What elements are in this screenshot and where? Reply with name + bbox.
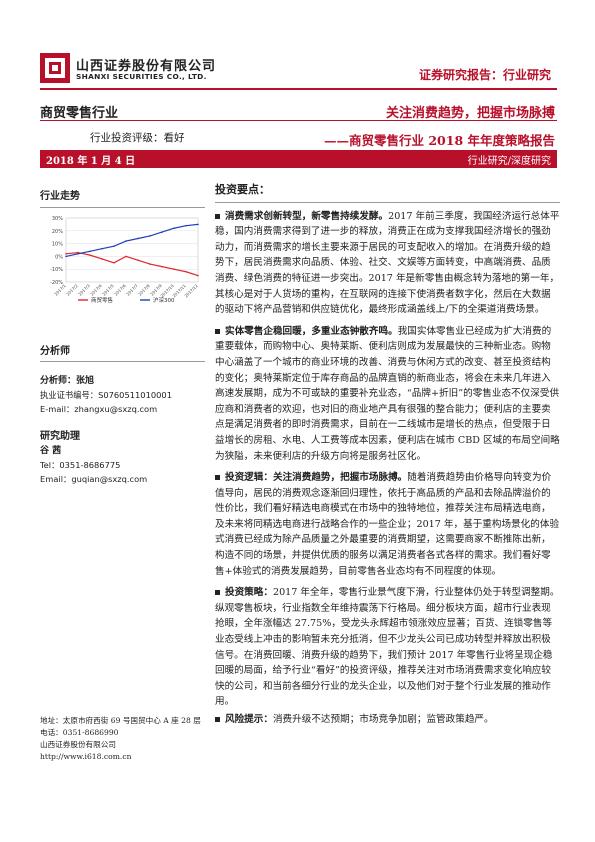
bullet-icon	[215, 213, 220, 219]
assistant-name: 谷 茜	[40, 446, 62, 456]
key-point-lead: 投资策略：	[225, 587, 273, 599]
y-tick-label: -10%	[50, 267, 63, 273]
industry-name: 商贸零售行业	[40, 106, 119, 121]
key-point-text: 2017 年全年，零售行业景气度下滑，行业整体仍处于转型调整期。纵观零售板块，行…	[215, 587, 560, 708]
key-point-2: 实体零售企稳回暖，多重业态钟散齐鸣。我国实体零售业已经成为扩大消费的重要载体，而…	[215, 324, 560, 464]
series-point	[125, 255, 127, 258]
header-rule	[40, 88, 557, 90]
report-date: 2018 年 1 月 4 日	[46, 156, 136, 167]
assistant-email[interactable]: Email：guqian@sxzq.com	[40, 474, 148, 484]
series-point	[185, 270, 187, 273]
series-point	[161, 265, 163, 268]
key-point-lead: 实体零售企稳回暖，多重业态钟散齐鸣。	[225, 325, 398, 337]
bullet-icon	[215, 717, 220, 722]
page-subtitle: ——商贸零售行业 2018 年年度策略报告	[324, 133, 555, 148]
bullet-icon	[215, 590, 220, 596]
key-point-lead: 风险提示：	[225, 714, 273, 725]
series-point	[149, 235, 151, 237]
address: 地址：太原市府西街 69 号国贸中心 A 座 28 层	[40, 716, 201, 725]
key-points-list: 消费需求创新转型，新零售持续发酵。2017 年前三季度，我国经济运行总体平稳，国…	[215, 209, 560, 728]
x-tick-label: 2017/7	[125, 283, 139, 297]
x-tick-label: 2017/8	[137, 283, 151, 297]
y-tick-label: -20%	[50, 280, 63, 286]
series-point	[77, 251, 79, 254]
y-tick-label: 20%	[52, 229, 63, 235]
series-point	[77, 253, 79, 255]
x-tick-label: 2017/2	[65, 283, 79, 297]
contact-block: 地址：太原市府西街 69 号国贸中心 A 座 28 层 电话：0351-8686…	[40, 715, 205, 763]
series-point	[173, 268, 175, 270]
key-point-lead: 投资逻辑：关注消费趋势，把握市场脉搏。	[225, 472, 408, 484]
series-point	[125, 240, 127, 242]
chart-rule	[40, 207, 205, 208]
analysts-heading: 分析师	[40, 346, 70, 357]
bullet-icon	[215, 328, 220, 334]
industry-rating: 行业投资评级：看好	[90, 132, 185, 144]
key-point-text: 2017 年前三季度，我国经济运行总体平稳，国内消费需求得到了进一步的释放，消费…	[215, 210, 560, 316]
series-point	[197, 274, 199, 277]
series-point	[137, 237, 139, 240]
series-point	[113, 245, 115, 247]
date-band: 2018 年 1 月 4 日 行业研究/深度研究	[40, 150, 557, 168]
series-point	[137, 259, 139, 262]
series-point	[89, 254, 91, 256]
report-type: 证券研究报告：行业研究	[418, 68, 551, 82]
series-line-2	[65, 223, 199, 257]
y-tick-label: 0%	[55, 254, 63, 260]
key-points-heading: 投资要点：	[215, 183, 270, 196]
series-point	[173, 227, 175, 230]
key-point-text: 消费升级不达预期；市场竞争加剧；监管政策趋严。	[272, 714, 494, 725]
analyst-license: 执业证书编号：S0760511010001	[40, 390, 172, 400]
series-line-1	[65, 251, 199, 277]
key-point-4: 投资策略：2017 年全年，零售行业景气度下滑，行业整体仍处于转型调整期。纵观零…	[215, 585, 560, 710]
y-tick-label: 10%	[52, 242, 63, 248]
title-rule	[40, 120, 557, 121]
x-tick-label: 2017/12	[183, 283, 199, 299]
x-tick-label: 2017/4	[89, 283, 103, 297]
chart-title: 行业走势	[40, 191, 80, 202]
x-tick-label: 2017/6	[113, 283, 127, 297]
series-point	[65, 255, 67, 258]
series-point	[101, 258, 103, 260]
sidebar: 行业走势 30% 20% 10% 0% -10% -20% 2017/1 2017/2 2017…	[40, 190, 205, 312]
series-point	[149, 263, 151, 265]
y-tick-label: 30%	[52, 216, 63, 222]
key-point-text: 随着消费趋势由价格导向转变为价值导向，居民的消费观念逐渐回归理性，依托于高品质的…	[215, 472, 560, 577]
key-point-5: 风险提示：消费升级不达预期；市场竞争加剧；监管政策趋严。	[215, 712, 560, 728]
analyst-block: 分析师 分析师：张旭 执业证书编号：S0760511010001 E-mail：…	[40, 345, 205, 486]
website-link[interactable]: http://www.i618.com.cn	[40, 752, 132, 761]
company-logo-icon	[40, 53, 70, 83]
main-content: 投资要点： 消费需求创新转型，新零售持续发酵。2017 年前三季度，我国经济运行…	[215, 182, 560, 734]
series-point	[113, 262, 115, 264]
key-point-lead: 消费需求创新转型，新零售持续发酵。	[225, 210, 389, 222]
legend-label: 商贸零售	[91, 296, 113, 304]
phone: 电话：0351-8686990	[40, 728, 119, 737]
series-point	[65, 253, 67, 255]
key-point-text: 我国实体零售业已经成为扩大消费的重要载体，而购物中心、奥特莱斯、便利店则成为发展…	[215, 325, 560, 462]
bullet-icon	[215, 475, 220, 481]
series-point	[101, 247, 103, 250]
series-point	[89, 250, 91, 253]
x-tick-label: 2017/5	[101, 283, 115, 297]
series-point	[161, 231, 163, 233]
assistant-heading: 研究助理	[40, 431, 80, 442]
industry-trend-chart: 30%20%10%0%-10%-20%2017/12017/22017/3201…	[50, 216, 199, 304]
company-name-en: SHANXI SECURITIES CO., LTD.	[76, 72, 207, 81]
analyst-email[interactable]: E-mail：zhangxu@sxzq.com	[40, 404, 158, 414]
analyst-name: 分析师：张旭	[40, 376, 95, 386]
company-footer: 山西证券股份有限公司	[40, 740, 116, 749]
assistant-phone: Tel：0351-8686775	[40, 460, 121, 470]
legend-label: 沪深300	[153, 296, 175, 304]
series-point	[185, 224, 187, 227]
series-point	[197, 223, 199, 226]
company-name-cn: 山西证券股份有限公司	[76, 59, 217, 74]
x-tick-label: 2017/3	[77, 283, 91, 297]
report-kind: 行业研究/深度研究	[467, 156, 551, 167]
page-title: 关注消费趋势，把握市场脉搏	[385, 106, 555, 121]
key-point-1: 消费需求创新转型，新零售持续发酵。2017 年前三季度，我国经济运行总体平稳，国…	[215, 209, 560, 318]
key-point-3: 投资逻辑：关注消费趋势，把握市场脉搏。随着消费趋势由价格导向转变为价值导向，居民…	[215, 470, 560, 579]
